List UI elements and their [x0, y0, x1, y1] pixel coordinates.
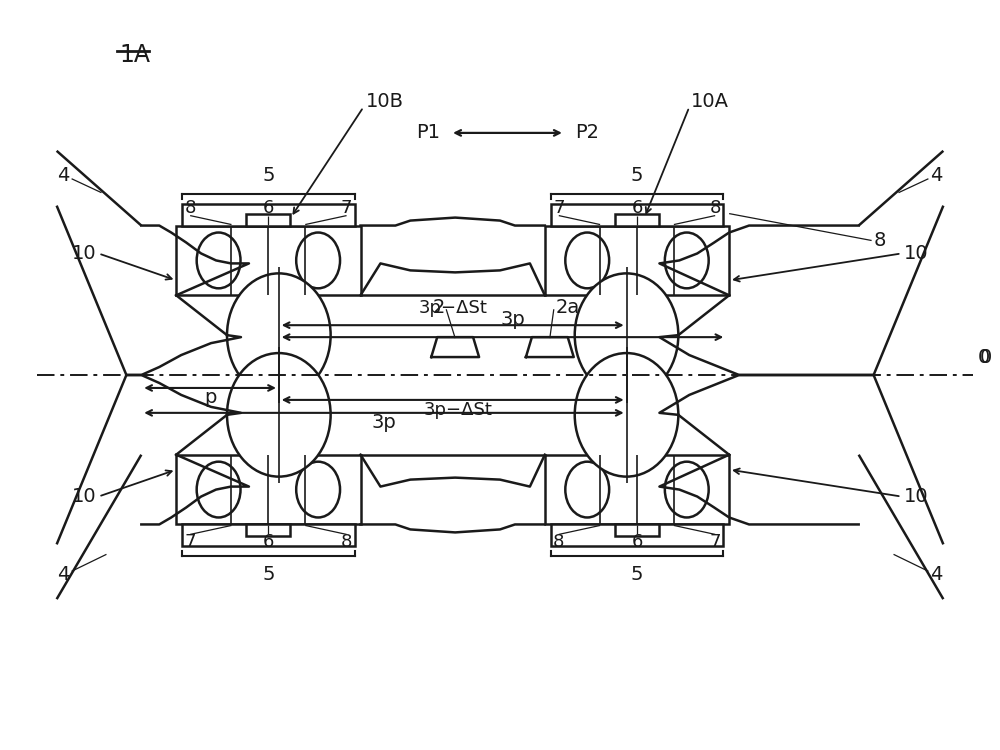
Text: 2: 2 [433, 298, 445, 316]
Bar [182, 524, 355, 546]
Bar [551, 204, 723, 226]
Text: 10: 10 [904, 244, 928, 263]
Ellipse shape [665, 462, 709, 518]
Text: 10: 10 [72, 487, 96, 506]
Ellipse shape [296, 462, 340, 518]
Ellipse shape [197, 232, 241, 288]
Ellipse shape [565, 462, 609, 518]
Text: 8: 8 [184, 199, 196, 217]
Bar [545, 454, 729, 524]
Ellipse shape [665, 232, 709, 288]
Text: 7: 7 [184, 533, 196, 551]
Text: 5: 5 [262, 166, 275, 185]
Ellipse shape [227, 353, 331, 476]
Text: 8: 8 [553, 533, 564, 551]
Text: 6: 6 [263, 533, 274, 551]
Text: 5: 5 [631, 166, 643, 185]
Ellipse shape [227, 274, 331, 397]
Text: 6: 6 [631, 199, 643, 217]
Text: 8: 8 [341, 533, 352, 551]
Bar [246, 524, 290, 536]
Ellipse shape [575, 353, 678, 476]
Text: P2: P2 [575, 124, 599, 142]
Text: 10: 10 [904, 487, 928, 506]
Text: 0: 0 [980, 348, 992, 367]
Text: 10B: 10B [366, 92, 404, 110]
Text: P1: P1 [416, 124, 440, 142]
Text: 1A: 1A [119, 44, 150, 68]
Ellipse shape [565, 232, 609, 288]
Text: 3p−ΔSt: 3p−ΔSt [423, 400, 492, 418]
Ellipse shape [575, 274, 678, 397]
Bar [615, 214, 659, 226]
Text: 6: 6 [631, 533, 643, 551]
Text: 3p: 3p [372, 413, 396, 432]
Text: 6: 6 [263, 199, 274, 217]
Text: 8: 8 [710, 199, 721, 217]
Bar [176, 454, 361, 524]
Bar [615, 524, 659, 536]
Text: 4: 4 [57, 565, 70, 584]
Text: 3p−ΔSt: 3p−ΔSt [418, 299, 487, 317]
Text: p: p [204, 388, 216, 407]
Text: 8: 8 [874, 231, 886, 250]
Text: 7: 7 [553, 199, 565, 217]
Bar [246, 214, 290, 226]
Text: 7: 7 [341, 199, 352, 217]
Text: 10A: 10A [691, 92, 729, 110]
Bar [545, 226, 729, 296]
Text: 0: 0 [978, 348, 990, 367]
Bar [551, 524, 723, 546]
Text: 5: 5 [262, 565, 275, 584]
Text: 7: 7 [709, 533, 721, 551]
Ellipse shape [296, 232, 340, 288]
Text: 4: 4 [930, 565, 943, 584]
Text: 2a: 2a [556, 298, 580, 316]
Bar [182, 204, 355, 226]
Text: 4: 4 [930, 166, 943, 185]
Text: 4: 4 [57, 166, 70, 185]
Text: 5: 5 [631, 565, 643, 584]
Bar [176, 226, 361, 296]
Ellipse shape [197, 462, 241, 518]
Text: 10: 10 [72, 244, 96, 263]
Text: 3p: 3p [500, 310, 525, 329]
